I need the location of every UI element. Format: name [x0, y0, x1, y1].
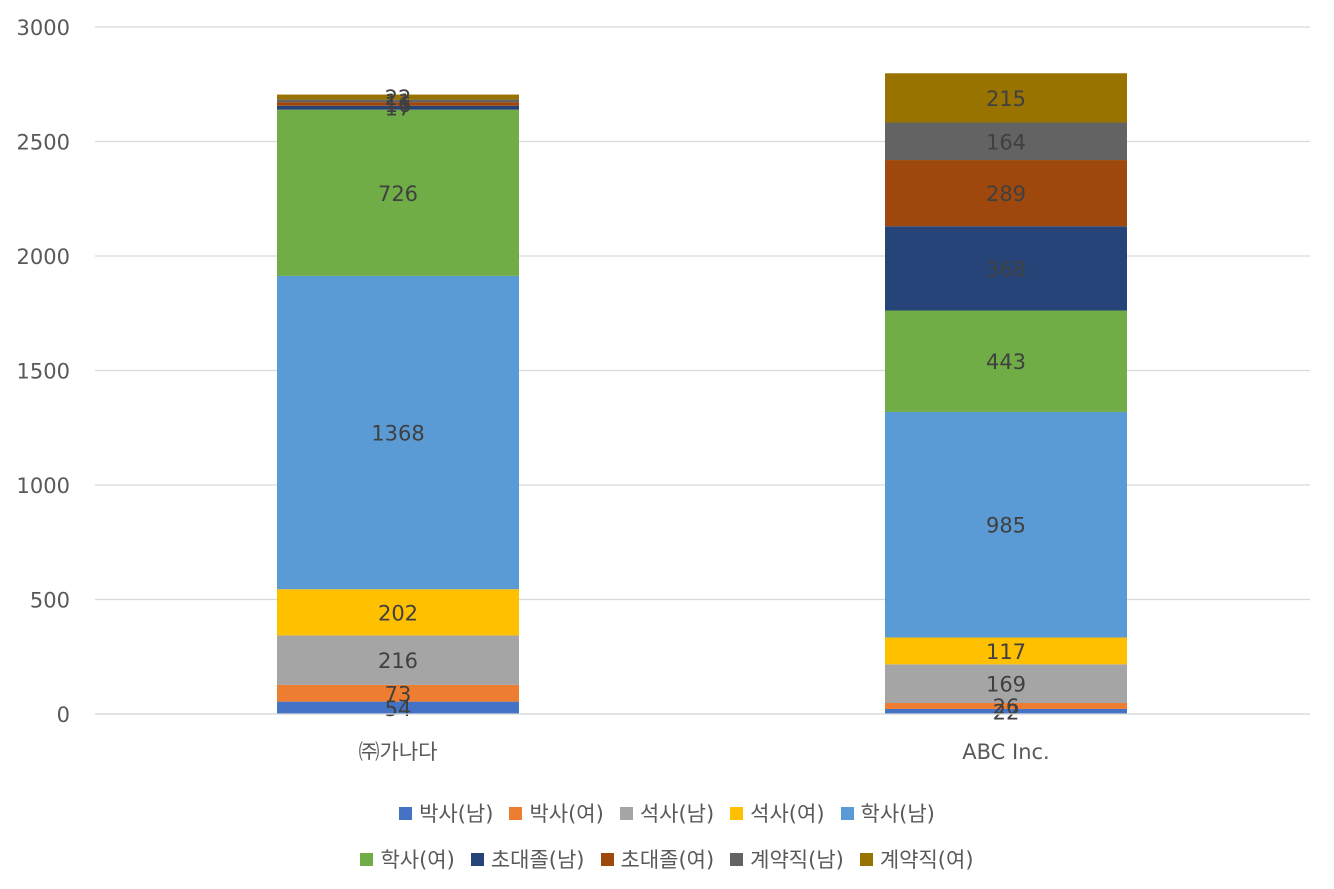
legend-swatch-2 — [509, 806, 523, 820]
bar-2-series-6 — [885, 310, 1127, 412]
data-label-2-series-10: 215 — [986, 87, 1026, 111]
legend-label-9: 계약직(남) — [750, 848, 844, 872]
bar-1-series-9 — [277, 99, 519, 103]
bar-1-series-7 — [277, 105, 519, 110]
bar-1-series-10 — [277, 94, 519, 100]
y-tick-label-2500: 2500 — [17, 131, 70, 155]
data-label-2-series-9: 164 — [986, 130, 1026, 154]
data-label-2-series-4: 117 — [986, 640, 1026, 664]
legend-label-5: 학사(남) — [860, 802, 935, 826]
legend-row-1: 박사(남) 박사(여) 석사(남) 석사(여) 학사(남) — [0, 790, 1334, 836]
bar-1-series-4 — [277, 589, 519, 636]
bar-2-series-3 — [885, 664, 1127, 704]
y-tick-label-500: 500 — [30, 589, 70, 613]
legend-label-6: 학사(여) — [380, 848, 455, 872]
data-label-1-series-5: 1368 — [371, 422, 424, 446]
legend-item-3: 석사(남) — [619, 798, 715, 828]
legend-swatch-10 — [859, 852, 873, 866]
data-label-2-series-3: 169 — [986, 673, 1026, 697]
bar-2-series-8 — [885, 160, 1127, 227]
legend-item-1: 박사(남) — [399, 798, 493, 828]
legend-label-10: 계약직(여) — [879, 848, 974, 872]
legend-swatch-1 — [399, 806, 413, 820]
bar-1-series-8 — [277, 102, 519, 106]
legend-item-5: 학사(남) — [840, 798, 935, 828]
legend-label-3: 석사(남) — [639, 802, 715, 826]
bar-2-series-2 — [885, 703, 1127, 709]
legend-item-7: 초대졸(남) — [470, 844, 585, 874]
legend-swatch-5 — [840, 806, 854, 820]
legend-row-2: 학사(여) 초대졸(남) 초대졸(여) 계약직(남) 계약직(여) — [0, 836, 1334, 882]
legend-swatch-6 — [360, 852, 374, 866]
legend-label-1: 박사(남) — [419, 802, 494, 826]
bar-2-series-9 — [885, 122, 1127, 161]
y-axis: 0 500 1000 1500 2000 2500 3000 — [17, 16, 70, 727]
y-tick-label-1500: 1500 — [17, 360, 70, 384]
x-axis: ㈜가나다 ABC Inc. — [95, 713, 1310, 764]
legend-item-4: 석사(여) — [730, 798, 825, 828]
data-label-1-series-6: 726 — [378, 182, 418, 206]
bar-1-series-2 — [277, 684, 519, 702]
data-label-2-series-6: 443 — [986, 350, 1026, 374]
legend: 박사(남) 박사(여) 석사(남) 석사(여) 학사(남) 학사(여) 초대졸(남) 초대졸… — [0, 790, 1334, 882]
data-label-1-series-8: 16 — [385, 93, 412, 117]
legend-swatch-8 — [600, 852, 614, 866]
bar-1-series-5 — [277, 275, 519, 590]
legend-swatch-4 — [730, 806, 744, 820]
data-label-1-series-2: 73 — [385, 682, 412, 706]
legend-swatch-7 — [470, 852, 484, 866]
data-label-2-series-2: 26 — [993, 695, 1020, 719]
data-label-1-series-10: 22 — [385, 86, 412, 110]
x-tick-label-2: ABC Inc. — [962, 740, 1049, 764]
bar-2-series-10 — [885, 73, 1127, 123]
legend-label-7: 초대졸(남) — [490, 848, 585, 872]
x-tick-label-1: ㈜가나다 — [359, 740, 438, 764]
legend-item-8: 초대졸(여) — [600, 844, 715, 874]
bar-1-series-3 — [277, 635, 519, 685]
y-tick-label-2000: 2000 — [17, 245, 70, 269]
bar-1-series-6 — [277, 109, 519, 276]
y-tick-label-0: 0 — [57, 703, 70, 727]
y-tick-label-1000: 1000 — [17, 474, 70, 498]
data-label-2-series-8: 289 — [986, 182, 1026, 206]
bar-2-series-7 — [885, 226, 1127, 311]
y-tick-label-3000: 3000 — [17, 16, 70, 40]
legend-swatch-9 — [730, 852, 744, 866]
bar-1-series-1 — [277, 701, 519, 714]
legend-swatch-3 — [619, 806, 633, 820]
legend-label-8: 초대졸(여) — [620, 848, 715, 872]
legend-item-6: 학사(여) — [360, 844, 455, 874]
data-label-1-series-9: 11 — [385, 90, 412, 114]
legend-item-10: 계약직(여) — [859, 844, 974, 874]
legend-label-2: 박사(여) — [529, 802, 604, 826]
legend-item-2: 박사(여) — [509, 798, 604, 828]
data-label-2-series-7: 368 — [986, 257, 1026, 281]
data-label-1-series-1: 54 — [385, 697, 412, 721]
bars — [277, 73, 1127, 714]
legend-item-9: 계약직(남) — [730, 844, 844, 874]
data-labels: 5473216202136872617161122222616911798544… — [371, 86, 1026, 724]
data-label-1-series-3: 216 — [378, 649, 418, 673]
bar-2-series-4 — [885, 637, 1127, 665]
data-label-2-series-1: 22 — [993, 700, 1020, 724]
bar-2-series-5 — [885, 411, 1127, 638]
data-label-2-series-5: 985 — [986, 514, 1026, 538]
data-label-1-series-7: 17 — [385, 97, 412, 121]
bar-2-series-1 — [885, 708, 1127, 714]
data-label-1-series-4: 202 — [378, 601, 418, 625]
legend-label-4: 석사(여) — [750, 802, 825, 826]
